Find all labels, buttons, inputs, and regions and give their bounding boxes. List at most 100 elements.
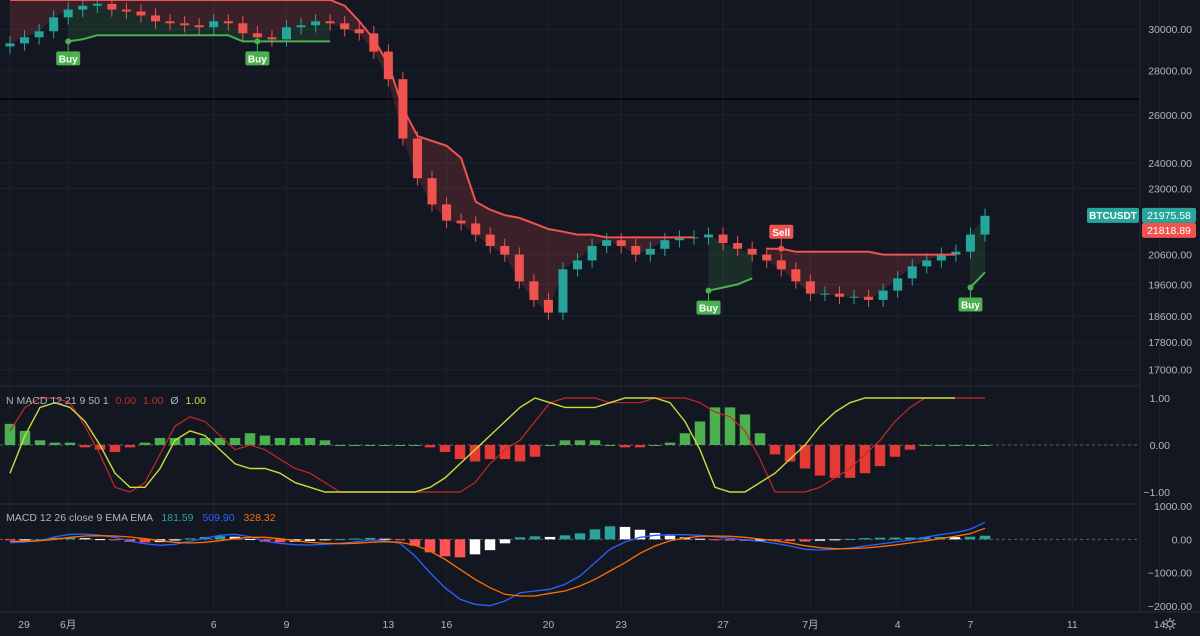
buy-signal-label[interactable]: Buy <box>59 54 78 65</box>
candle-body <box>602 240 612 246</box>
macd-histogram-bar <box>649 532 661 540</box>
nmacd-legend-value-2: 1.00 <box>143 395 164 407</box>
nmacd-histogram-bar <box>154 437 166 445</box>
nmacd-histogram-bar <box>544 445 556 446</box>
nmacd-histogram-bar <box>499 445 511 460</box>
buy-signal-label[interactable]: Buy <box>961 300 980 311</box>
macd-histogram-bar <box>529 536 541 540</box>
macd-histogram-bar <box>829 539 841 541</box>
nmacd-histogram-bar <box>529 445 541 457</box>
ticker-badge-label[interactable]: BTCUSDT <box>1089 211 1137 222</box>
candle-body <box>485 234 495 246</box>
buy-signal-label-bg[interactable] <box>245 51 270 66</box>
macd-histogram-bar <box>724 539 736 541</box>
candle-body <box>136 11 146 16</box>
nmacd-histogram-bar <box>739 414 751 445</box>
buy-signal-label-bg[interactable] <box>958 297 983 312</box>
nmacd-legend-value-4: 1.00 <box>185 395 206 407</box>
time-axis-label: 14 <box>1154 619 1166 631</box>
macd-histogram-bar <box>229 536 241 540</box>
nmacd-histogram-bar <box>514 445 526 462</box>
candle-body <box>63 9 73 18</box>
price-axis[interactable]: 30000.00 28000.00 26000.00 24000.00 23000.00… <box>1087 0 1196 613</box>
price-tick-label: 20600.00 <box>1148 250 1192 262</box>
macd-legend[interactable]: MACD 12 26 close 9 EMA EMA 181.59 509.90… <box>6 512 276 524</box>
nmacd-histogram-bar <box>214 437 226 445</box>
sell-signal-label[interactable]: Sell <box>772 228 790 239</box>
nmacd-histogram-bar <box>4 423 16 445</box>
nmacd-histogram-bar <box>34 440 46 445</box>
price-tick-label: 19600.00 <box>1148 279 1192 291</box>
candle-body <box>791 269 801 282</box>
nmacd-histogram-bar <box>604 445 616 446</box>
gear-icon[interactable] <box>1164 618 1176 630</box>
candle-body <box>558 269 568 313</box>
last-price-badge[interactable] <box>1142 207 1196 223</box>
candle-body <box>805 281 815 294</box>
buy-signal-label[interactable]: Buy <box>699 304 718 315</box>
nmacd-histogram-bar <box>964 445 976 446</box>
sell-signal-label-bg[interactable] <box>769 224 794 239</box>
candle-body <box>92 3 102 6</box>
nmacd-legend-value-1: 0.00 <box>116 395 137 407</box>
candle-body <box>456 220 466 224</box>
candle-body <box>980 215 990 235</box>
nmacd-legend[interactable]: N MACD 12 21 9 50 1 0.00 1.00 Ø 1.00 <box>6 395 206 407</box>
nmacd-pane[interactable] <box>0 397 1140 493</box>
candle-body <box>325 21 335 24</box>
candle-body <box>78 5 88 10</box>
candle-body <box>529 281 539 300</box>
time-axis-label: 29 <box>18 619 30 631</box>
candle-body <box>369 33 379 52</box>
candle-body <box>238 23 248 34</box>
nmacd-histogram-bar <box>484 445 496 460</box>
nmacd-axis-tick: 0.00 <box>1150 440 1171 452</box>
nmacd-histogram-bar <box>139 442 151 445</box>
macd-histogram-bar <box>139 539 151 543</box>
candle-body <box>907 266 917 279</box>
macd-histogram-bar <box>469 539 481 555</box>
time-axis[interactable]: 29 6月 6 9 13 16 20 23 27 7月 4 7 11 14 <box>0 611 1200 631</box>
macd-histogram-bar <box>304 539 316 541</box>
macd-histogram-bar <box>454 539 466 558</box>
candle-body <box>281 27 292 40</box>
nmacd-histogram-bar <box>814 445 826 476</box>
trail-stop-line <box>766 247 956 256</box>
nmacd-histogram-bar <box>319 440 331 445</box>
macd-pane[interactable] <box>0 521 1140 607</box>
candle-body <box>311 21 321 26</box>
nmacd-histogram-bar <box>259 435 271 445</box>
macd-axis-tick: −1000.00 <box>1148 568 1192 580</box>
nmacd-histogram-bar <box>94 445 106 450</box>
macd-histogram-bar <box>589 529 601 540</box>
macd-histogram-bar <box>514 537 526 540</box>
candle-body <box>267 37 277 40</box>
time-axis-label: 6月 <box>60 619 76 631</box>
buy-signal-label-bg[interactable] <box>56 51 81 66</box>
stop-price-badge[interactable] <box>1142 222 1196 238</box>
candle-body <box>107 3 117 10</box>
nmacd-histogram-bar <box>979 445 991 446</box>
ticker-badge[interactable] <box>1087 207 1139 223</box>
candle-body <box>616 240 626 246</box>
nmacd-histogram-bar <box>109 445 121 453</box>
macd-histogram-bar <box>274 539 286 543</box>
candle-body <box>471 223 481 235</box>
buy-signal-label[interactable]: Buy <box>248 54 267 65</box>
macd-histogram-bar <box>19 539 31 541</box>
candle-body <box>573 260 583 270</box>
buy-signal-label-bg[interactable] <box>696 300 721 315</box>
nmacd-histogram-bar <box>694 421 706 445</box>
candle-body <box>20 37 30 44</box>
macd-histogram-bar <box>379 538 391 540</box>
candle-body <box>165 21 175 24</box>
grid-lines <box>0 0 1161 612</box>
nmacd-histogram-bar <box>19 430 31 445</box>
nmacd-histogram-bar <box>439 445 451 453</box>
time-axis-label: 20 <box>543 619 555 631</box>
price-pane[interactable]: Buy Buy Buy Sell Buy <box>0 0 1140 320</box>
macd-histogram-bar <box>184 538 196 540</box>
buy-stop-fill <box>708 234 753 291</box>
gear-icon-tooth <box>1172 626 1175 629</box>
